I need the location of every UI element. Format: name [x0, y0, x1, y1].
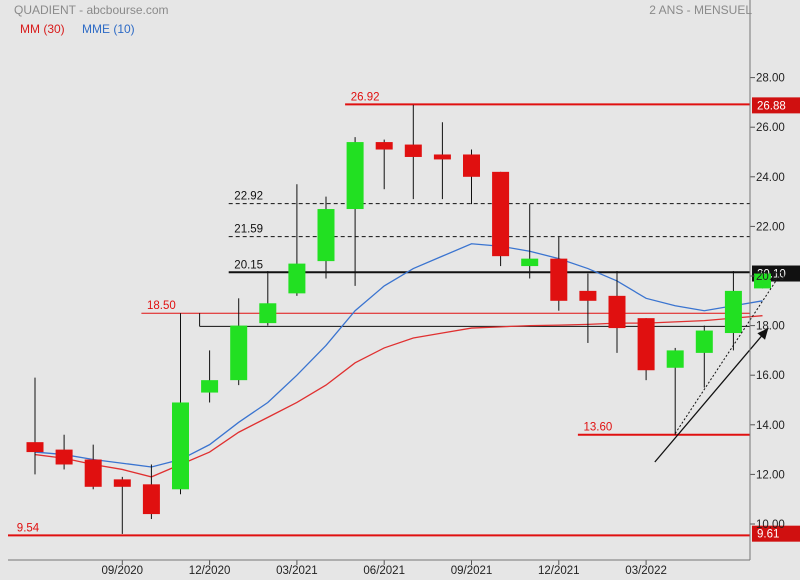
candle-down	[637, 318, 655, 371]
candle-up	[346, 142, 364, 210]
y-tick-label: 28.00	[756, 73, 785, 85]
candle-down	[142, 484, 160, 515]
y-tick-label: 12.00	[756, 469, 785, 481]
level-label: 26.92	[351, 91, 380, 103]
candle-up	[521, 258, 539, 267]
candle-up	[259, 303, 277, 324]
ema10-line	[34, 243, 763, 468]
candle-down	[433, 154, 451, 160]
trend-arrow-head	[757, 328, 769, 340]
axis-value-badge	[752, 97, 800, 114]
candle-up	[317, 209, 335, 262]
x-tick-label: 06/2021	[363, 565, 405, 577]
x-tick-label: 03/2021	[276, 565, 318, 577]
candle-down	[579, 290, 597, 301]
x-tick-label: 12/2021	[538, 565, 580, 577]
y-tick-label: 18.00	[756, 321, 785, 333]
level-label: 21.59	[234, 224, 263, 236]
level-lines: 26.9226.8822.9221.5920.1520.1018.5013.60…	[8, 91, 800, 542]
annotations	[654, 274, 781, 463]
x-tick-label: 09/2021	[451, 565, 493, 577]
candle-down	[375, 142, 393, 150]
candle-up	[724, 290, 742, 334]
candle-down	[550, 258, 568, 301]
candle-down	[55, 449, 73, 465]
candle-up	[230, 325, 248, 381]
x-tick-label: 09/2020	[102, 565, 144, 577]
period-label: 2 ANS - MENSUEL	[649, 3, 752, 17]
level-label: 13.60	[584, 422, 613, 434]
level-label: 20.15	[234, 259, 263, 271]
axis-value-badge	[752, 525, 800, 542]
candle-up	[201, 380, 219, 393]
legend-ma30: MM (30)	[20, 22, 65, 36]
candle-down	[608, 295, 626, 329]
candle-up	[754, 273, 771, 289]
x-tick-label: 03/2022	[625, 565, 667, 577]
level-label: 9.54	[17, 522, 40, 534]
y-tick-label: 26.00	[756, 122, 785, 134]
y-tick-label: 24.00	[756, 172, 785, 184]
chart-title: QUADIENT - abcbourse.com	[14, 3, 169, 17]
candles	[26, 104, 771, 534]
y-tick-label: 16.00	[756, 370, 785, 382]
candle-up	[666, 350, 684, 368]
candle-down	[84, 459, 102, 487]
candle-down	[463, 154, 480, 177]
level-label: 22.92	[234, 191, 263, 203]
axis-value-label: 9.61	[757, 529, 779, 541]
candle-up	[172, 402, 189, 490]
legend-ema10: MME (10)	[82, 22, 135, 36]
y-tick-label: 22.00	[756, 221, 785, 233]
candle-down	[26, 442, 44, 453]
y-tick-label: 20.00	[756, 271, 785, 283]
level-label: 18.50	[147, 300, 176, 312]
y-tick-label: 10.00	[756, 519, 785, 531]
axis-value-label: 26.88	[757, 100, 786, 112]
candle-up	[288, 263, 306, 294]
candle-down	[492, 171, 510, 257]
trend-arrow	[654, 327, 769, 463]
candle-up	[695, 330, 713, 353]
candle-down	[404, 144, 422, 157]
candle-down	[113, 479, 131, 487]
y-tick-label: 14.00	[756, 420, 785, 432]
axes: 10.00 12.00 14.00 16.00 18.00 20.00 22.00 24.00…	[8, 0, 785, 577]
x-tick-label: 12/2020	[189, 565, 231, 577]
